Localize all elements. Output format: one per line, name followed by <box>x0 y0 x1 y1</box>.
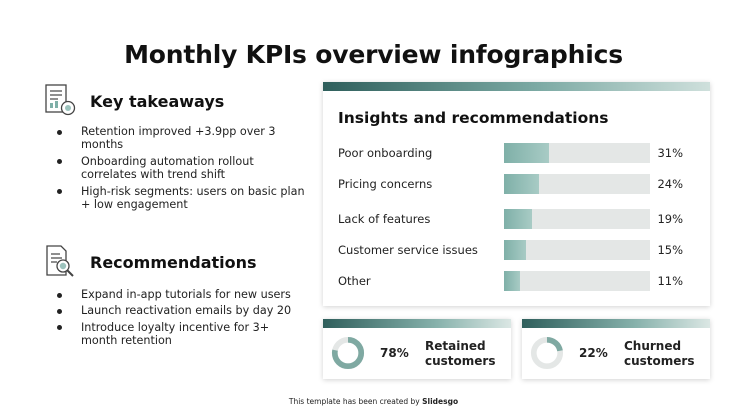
recommendations-heading: Recommendations <box>90 252 257 272</box>
retained-label: Retained customers <box>425 339 496 368</box>
bar-track <box>504 240 650 260</box>
pct-pricing-concerns: 24% <box>657 177 683 191</box>
retained-card: 78% Retained customers <box>323 319 511 379</box>
donut-arc-churned <box>530 336 564 370</box>
bar-other <box>504 271 521 291</box>
pct-other: 11% <box>657 274 683 288</box>
bar-lack-of-features <box>504 209 532 229</box>
footer-credit: This template has been created by Slides… <box>0 397 747 406</box>
bar-customer-service <box>504 240 526 260</box>
row-label-poor-onboarding: Poor onboarding <box>338 146 433 160</box>
list-item: High-risk segments: users on basic plan … <box>55 185 305 212</box>
row-label-customer-service: Customer service issues <box>338 243 478 257</box>
row-label-lack-of-features: Lack of features <box>338 212 431 226</box>
list-item: Onboarding automation rollout correlates… <box>55 155 305 182</box>
insights-title: Insights and recommendations <box>338 109 609 127</box>
footer-prefix: This template has been created by <box>288 397 423 406</box>
recommendations-list: Expand in-app tutorials for new users La… <box>55 288 305 351</box>
row-label-pricing-concerns: Pricing concerns <box>338 177 433 191</box>
footer-brand: Slidesgo <box>422 397 459 406</box>
key-takeaways-header: Key takeaways <box>44 84 224 118</box>
key-takeaways-heading: Key takeaways <box>90 91 225 111</box>
list-item: Launch reactivation emails by day 20 <box>55 304 305 317</box>
churned-label: Churned customers <box>624 339 695 368</box>
bar-track <box>504 271 650 291</box>
pct-customer-service: 15% <box>657 243 683 257</box>
list-item: Expand in-app tutorials for new users <box>55 288 305 301</box>
donut-chart-retained <box>331 336 365 370</box>
bar-track <box>504 209 650 229</box>
report-icon <box>45 84 76 116</box>
key-takeaways-list: Retention improved +3.9pp over 3 months … <box>55 125 305 214</box>
pct-poor-onboarding: 31% <box>657 146 683 160</box>
retained-value: 78% <box>380 346 409 360</box>
card-accent-bar <box>323 319 511 328</box>
card-accent-bar <box>522 319 710 328</box>
page-title: Monthly KPIs overview infographics <box>124 40 623 69</box>
donut-chart-churned <box>530 336 564 370</box>
pct-lack-of-features: 19% <box>657 212 683 226</box>
bar-poor-onboarding <box>504 143 550 163</box>
donut-arc-retained <box>331 336 365 370</box>
bar-track <box>504 143 650 163</box>
churned-value: 22% <box>579 346 608 360</box>
card-accent-bar <box>323 82 710 91</box>
bar-track <box>504 174 650 194</box>
list-item: Introduce loyalty incentive for 3+ month… <box>55 321 305 348</box>
document-search-icon <box>46 245 74 277</box>
insights-card: Insights and recommendations Poor onboar… <box>323 82 710 306</box>
recommendations-header: Recommendations <box>44 245 257 279</box>
bar-pricing-concerns <box>504 174 540 194</box>
row-label-other: Other <box>338 274 371 288</box>
list-item: Retention improved +3.9pp over 3 months <box>55 125 305 152</box>
churned-card: 22% Churned customers <box>522 319 710 379</box>
